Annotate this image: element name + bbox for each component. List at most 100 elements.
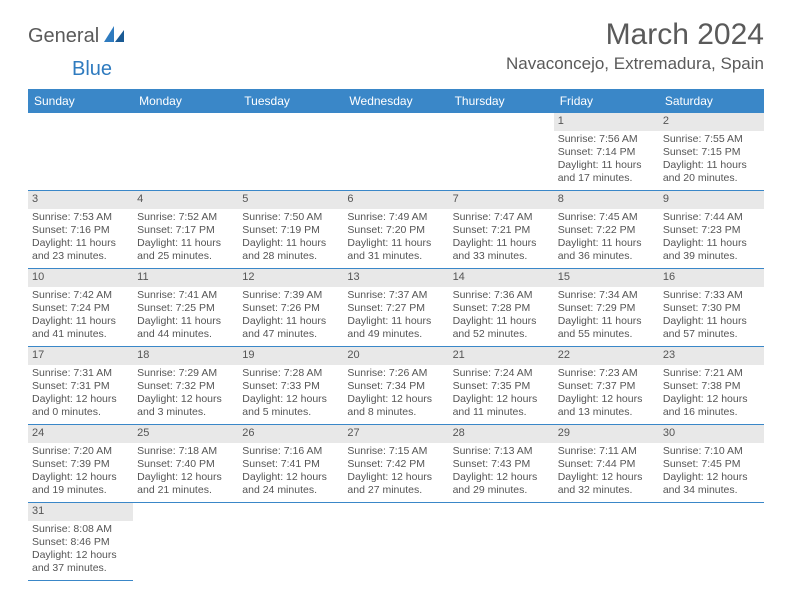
calendar-cell: 18Sunrise: 7:29 AMSunset: 7:32 PMDayligh…: [133, 347, 238, 425]
day-sunrise: Sunrise: 7:53 AM: [32, 211, 129, 224]
day-sunset: Sunset: 7:41 PM: [242, 458, 339, 471]
day-number: 14: [449, 269, 554, 287]
day-sunset: Sunset: 7:34 PM: [347, 380, 444, 393]
calendar-cell: 17Sunrise: 7:31 AMSunset: 7:31 PMDayligh…: [28, 347, 133, 425]
day-header: Wednesday: [343, 89, 448, 113]
calendar-cell: 27 Sunrise: 7:15 AMSunset: 7:42 PMDayligh…: [343, 425, 448, 503]
day-daylight: Daylight: 12 hours and 13 minutes.: [558, 393, 655, 419]
day-sunset: Sunset: 7:40 PM: [137, 458, 234, 471]
calendar-cell: 10Sunrise: 7:42 AMSunset: 7:24 PMDayligh…: [28, 269, 133, 347]
day-sunrise: Sunrise: 7:33 AM: [663, 289, 760, 302]
day-sunrise: Sunrise: 7:15 AM: [347, 445, 444, 458]
day-sunrise: Sunrise: 7:10 AM: [663, 445, 760, 458]
calendar-cell: [343, 503, 448, 581]
day-header: Thursday: [449, 89, 554, 113]
day-number: 25: [133, 425, 238, 443]
day-number: 4: [133, 191, 238, 209]
day-daylight: Daylight: 11 hours and 25 minutes.: [137, 237, 234, 263]
day-daylight: Daylight: 12 hours and 3 minutes.: [137, 393, 234, 419]
day-sunset: Sunset: 7:31 PM: [32, 380, 129, 393]
day-sunrise: Sunrise: 7:36 AM: [453, 289, 550, 302]
day-number: 15: [554, 269, 659, 287]
calendar-cell: 13Sunrise: 7:37 AMSunset: 7:27 PMDayligh…: [343, 269, 448, 347]
day-sunrise: Sunrise: 7:18 AM: [137, 445, 234, 458]
day-number: 6: [343, 191, 448, 209]
calendar-cell: 23Sunrise: 7:21 AMSunset: 7:38 PMDayligh…: [659, 347, 764, 425]
calendar-cell: [133, 113, 238, 191]
day-daylight: Daylight: 12 hours and 0 minutes.: [32, 393, 129, 419]
calendar-cell: 12Sunrise: 7:39 AMSunset: 7:26 PMDayligh…: [238, 269, 343, 347]
calendar-cell: 20Sunrise: 7:26 AMSunset: 7:34 PMDayligh…: [343, 347, 448, 425]
day-sunrise: Sunrise: 7:31 AM: [32, 367, 129, 380]
logo-general: General: [28, 25, 99, 48]
day-sunrise: Sunrise: 7:50 AM: [242, 211, 339, 224]
day-header: Tuesday: [238, 89, 343, 113]
day-sunrise: Sunrise: 7:45 AM: [558, 211, 655, 224]
calendar-cell: [659, 503, 764, 581]
day-sunset: Sunset: 7:32 PM: [137, 380, 234, 393]
day-sunrise: Sunrise: 7:21 AM: [663, 367, 760, 380]
day-number: 16: [659, 269, 764, 287]
calendar-cell: [133, 503, 238, 581]
calendar-cell: [238, 113, 343, 191]
day-sunrise: Sunrise: 7:26 AM: [347, 367, 444, 380]
calendar-cell: 9Sunrise: 7:44 AMSunset: 7:23 PMDaylight…: [659, 191, 764, 269]
day-number: 9: [659, 191, 764, 209]
calendar-cell: 28Sunrise: 7:13 AMSunset: 7:43 PMDayligh…: [449, 425, 554, 503]
day-daylight: Daylight: 12 hours and 27 minutes.: [347, 471, 444, 497]
calendar-grid: 1Sunrise: 7:56 AMSunset: 7:14 PMDaylight…: [28, 113, 764, 581]
day-number: 27: [343, 425, 448, 443]
day-sunrise: Sunrise: 7:11 AM: [558, 445, 655, 458]
calendar-cell: 15Sunrise: 7:34 AMSunset: 7:29 PMDayligh…: [554, 269, 659, 347]
calendar-cell: [238, 503, 343, 581]
day-sunset: Sunset: 7:24 PM: [32, 302, 129, 315]
day-sunrise: Sunrise: 7:28 AM: [242, 367, 339, 380]
calendar-cell: 2Sunrise: 7:55 AMSunset: 7:15 PMDaylight…: [659, 113, 764, 191]
day-daylight: Daylight: 11 hours and 28 minutes.: [242, 237, 339, 263]
calendar: SundayMondayTuesdayWednesdayThursdayFrid…: [28, 89, 764, 581]
day-number: 8: [554, 191, 659, 209]
day-number: 20: [343, 347, 448, 365]
calendar-cell: 16Sunrise: 7:33 AMSunset: 7:30 PMDayligh…: [659, 269, 764, 347]
day-daylight: Daylight: 12 hours and 34 minutes.: [663, 471, 760, 497]
day-sunrise: Sunrise: 7:13 AM: [453, 445, 550, 458]
day-daylight: Daylight: 11 hours and 47 minutes.: [242, 315, 339, 341]
day-daylight: Daylight: 12 hours and 19 minutes.: [32, 471, 129, 497]
calendar-cell: [28, 113, 133, 191]
day-sunset: Sunset: 7:26 PM: [242, 302, 339, 315]
day-sunset: Sunset: 7:27 PM: [347, 302, 444, 315]
calendar-cell: 29Sunrise: 7:11 AMSunset: 7:44 PMDayligh…: [554, 425, 659, 503]
day-sunrise: Sunrise: 7:56 AM: [558, 133, 655, 146]
calendar-cell: 21Sunrise: 7:24 AMSunset: 7:35 PMDayligh…: [449, 347, 554, 425]
day-sunrise: Sunrise: 8:08 AM: [32, 523, 129, 536]
day-sunset: Sunset: 7:28 PM: [453, 302, 550, 315]
day-sunrise: Sunrise: 7:16 AM: [242, 445, 339, 458]
day-headers: SundayMondayTuesdayWednesdayThursdayFrid…: [28, 89, 764, 113]
day-sunrise: Sunrise: 7:39 AM: [242, 289, 339, 302]
day-sunset: Sunset: 7:33 PM: [242, 380, 339, 393]
calendar-cell: [449, 503, 554, 581]
day-sunset: Sunset: 7:21 PM: [453, 224, 550, 237]
day-daylight: Daylight: 11 hours and 49 minutes.: [347, 315, 444, 341]
day-sunset: Sunset: 7:19 PM: [242, 224, 339, 237]
day-sunset: Sunset: 7:42 PM: [347, 458, 444, 471]
day-header: Friday: [554, 89, 659, 113]
day-daylight: Daylight: 11 hours and 17 minutes.: [558, 159, 655, 185]
day-number: 7: [449, 191, 554, 209]
day-number: 29: [554, 425, 659, 443]
day-sunrise: Sunrise: 7:55 AM: [663, 133, 760, 146]
day-daylight: Daylight: 11 hours and 55 minutes.: [558, 315, 655, 341]
day-daylight: Daylight: 12 hours and 37 minutes.: [32, 549, 129, 575]
day-sunset: Sunset: 7:29 PM: [558, 302, 655, 315]
day-sunrise: Sunrise: 7:42 AM: [32, 289, 129, 302]
day-sunrise: Sunrise: 7:23 AM: [558, 367, 655, 380]
day-daylight: Daylight: 11 hours and 52 minutes.: [453, 315, 550, 341]
calendar-cell: 8Sunrise: 7:45 AMSunset: 7:22 PMDaylight…: [554, 191, 659, 269]
day-sunset: Sunset: 7:17 PM: [137, 224, 234, 237]
day-daylight: Daylight: 11 hours and 39 minutes.: [663, 237, 760, 263]
calendar-cell: 22Sunrise: 7:23 AMSunset: 7:37 PMDayligh…: [554, 347, 659, 425]
day-daylight: Daylight: 11 hours and 20 minutes.: [663, 159, 760, 185]
day-sunset: Sunset: 7:15 PM: [663, 146, 760, 159]
day-sunrise: Sunrise: 7:49 AM: [347, 211, 444, 224]
day-number: 21: [449, 347, 554, 365]
